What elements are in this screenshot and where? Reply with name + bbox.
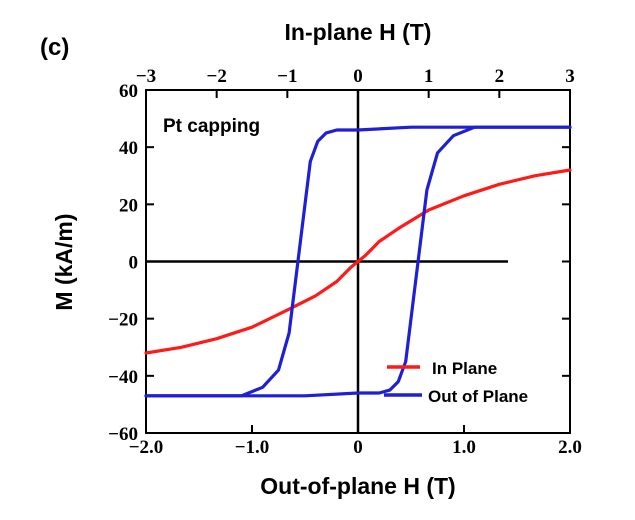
y-tick-label: −60	[108, 424, 138, 445]
x-tick-label: −1.0	[235, 437, 270, 458]
annotation-pt-capping: Pt capping	[163, 116, 260, 137]
y-tick-label: −20	[108, 310, 138, 331]
zero-lines	[146, 90, 508, 433]
panel-label: (c)	[40, 34, 69, 61]
x2-tick-label: −1	[277, 66, 297, 87]
series-layer	[144, 125, 572, 398]
legend-label-out-of-plane: Out of Plane	[428, 387, 528, 406]
series-line-out-of-plane	[144, 125, 572, 398]
x2-tick-label: 3	[565, 66, 575, 87]
y-tick-label: 40	[119, 138, 138, 159]
y-axis-title: M (kA/m)	[51, 213, 77, 310]
y-tick-label: −40	[108, 367, 138, 388]
bottom-axis-title: Out-of-plane H (T)	[260, 473, 455, 499]
x2-tick-label: 0	[353, 66, 363, 87]
y-tick-label: 60	[119, 81, 138, 102]
series-line-out-of-plane	[144, 125, 572, 398]
legend: In Plane Out of Plane	[384, 359, 528, 406]
x-tick-label: −2.0	[129, 437, 164, 458]
y-tick-label: 20	[119, 195, 138, 216]
x2-tick-label: −3	[136, 66, 156, 87]
x2-tick-label: −2	[207, 66, 227, 87]
tick-layer: −2.0 −1.0 0 1.0 2.0 −3 −2 −1 0 1 2 3 −60 −40 −20 0 20 40 6…	[108, 66, 582, 458]
y-tick-label: 0	[129, 253, 139, 274]
series-line-in-plane	[144, 168, 572, 355]
x2-tick-label: 1	[424, 66, 434, 87]
x2-tick-label: 2	[495, 66, 505, 87]
x-tick-label: 0	[353, 437, 363, 458]
legend-label-in-plane: In Plane	[432, 359, 497, 378]
top-axis-title: In-plane H (T)	[285, 19, 432, 45]
x-tick-label: 1.0	[452, 437, 476, 458]
x-tick-label: 2.0	[558, 437, 582, 458]
